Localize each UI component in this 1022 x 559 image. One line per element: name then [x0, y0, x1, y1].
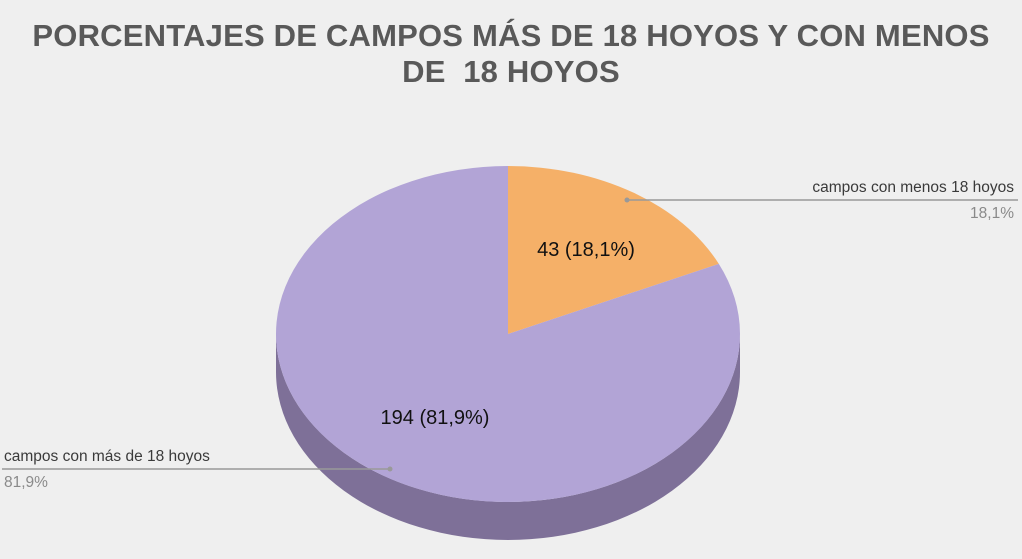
callout-label-right: campos con menos 18 hoyos	[812, 179, 1014, 196]
data-label-2: 194 (81,9%)	[381, 407, 490, 429]
pie-side-wall-2	[276, 334, 740, 540]
callout-label-left: campos con más de 18 hoyos	[4, 448, 210, 465]
chart-title-line-2: DE 18 HOYOS	[402, 54, 620, 89]
chart-title-line-1: PORCENTAJES DE CAMPOS MÁS DE 18 HOYOS Y …	[32, 18, 990, 53]
chart-title: PORCENTAJES DE CAMPOS MÁS DE 18 HOYOS Y …	[0, 18, 1022, 90]
data-label-1: 43 (18,1%)	[537, 239, 635, 261]
pie-slice-1	[508, 166, 719, 334]
pie-slice-2	[276, 166, 741, 502]
leader-dot-1	[624, 197, 630, 203]
leader-dot-2	[387, 466, 393, 472]
callout-percent-right: 18,1%	[970, 205, 1014, 222]
callout-percent-left: 81,9%	[4, 474, 48, 491]
